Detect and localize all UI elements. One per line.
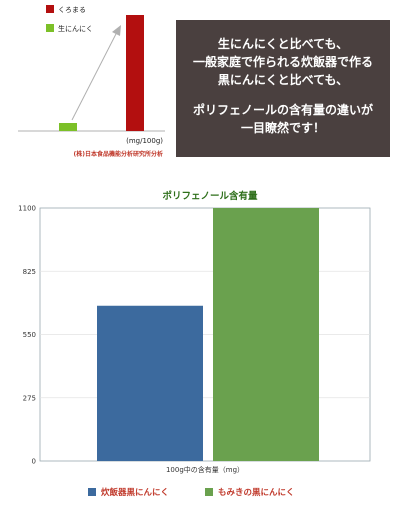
chart-title: ポリフェノール含有量 bbox=[162, 190, 258, 202]
legend-kuromaru-label: くろまる bbox=[58, 6, 86, 14]
banner-background bbox=[176, 20, 390, 157]
bar-rice-cooker-black-garlic bbox=[97, 305, 203, 461]
legend-rice-cooker-swatch bbox=[88, 488, 96, 496]
legend-raw-garlic-label: 生にんにく bbox=[58, 24, 93, 33]
y-tick-label: 1100 bbox=[18, 205, 36, 213]
banner-line-1: 生にんにくと比べても、 bbox=[218, 36, 348, 51]
comparison-arrow-line bbox=[71, 29, 119, 121]
legend-momiki-swatch bbox=[205, 488, 213, 496]
top-bar-raw-garlic bbox=[59, 123, 77, 131]
banner-line-3: 黒にんにくと比べても、 bbox=[218, 72, 348, 87]
legend-kuromaru-swatch bbox=[46, 5, 54, 13]
y-tick-label: 825 bbox=[23, 268, 36, 276]
legend-momiki-label: もみきの黒にんにく bbox=[218, 487, 294, 498]
banner-line-2: 一般家庭で作られる炊飯器で作る bbox=[193, 54, 373, 69]
x-axis-label: 100g中の含有量（mg） bbox=[166, 465, 244, 474]
top-comparison-chart: くろまる 生にんにく (mg/100g) (株)日本食品機能分析研究所分析 bbox=[18, 5, 165, 158]
y-tick-label: 0 bbox=[32, 458, 36, 466]
legend-rice-cooker-label: 炊飯器黒にんにく bbox=[101, 487, 169, 498]
y-axis-ticks: 0 275 550 825 1100 bbox=[18, 205, 36, 466]
banner-line-5: 一目瞭然です！ bbox=[241, 120, 325, 135]
bar-momiki-black-garlic bbox=[213, 208, 319, 461]
message-banner: 生にんにくと比べても、 一般家庭で作られる炊飯器で作る 黒にんにくと比べても、 … bbox=[176, 20, 390, 157]
banner-line-4: ポリフェノールの含有量の違いが bbox=[193, 102, 373, 117]
comparison-arrow-head bbox=[112, 25, 121, 36]
y-tick-label: 275 bbox=[23, 394, 36, 402]
top-unit-label: (mg/100g) bbox=[126, 137, 163, 145]
bars bbox=[97, 208, 319, 461]
top-bar-kuromaru bbox=[126, 15, 144, 131]
legend-raw-garlic-swatch bbox=[46, 24, 54, 32]
source-note: (株)日本食品機能分析研究所分析 bbox=[74, 150, 164, 158]
y-tick-label: 550 bbox=[23, 331, 36, 339]
